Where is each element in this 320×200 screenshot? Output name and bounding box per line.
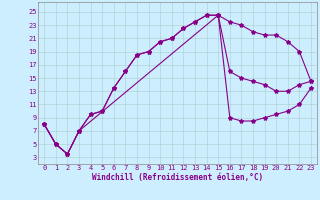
X-axis label: Windchill (Refroidissement éolien,°C): Windchill (Refroidissement éolien,°C) xyxy=(92,173,263,182)
